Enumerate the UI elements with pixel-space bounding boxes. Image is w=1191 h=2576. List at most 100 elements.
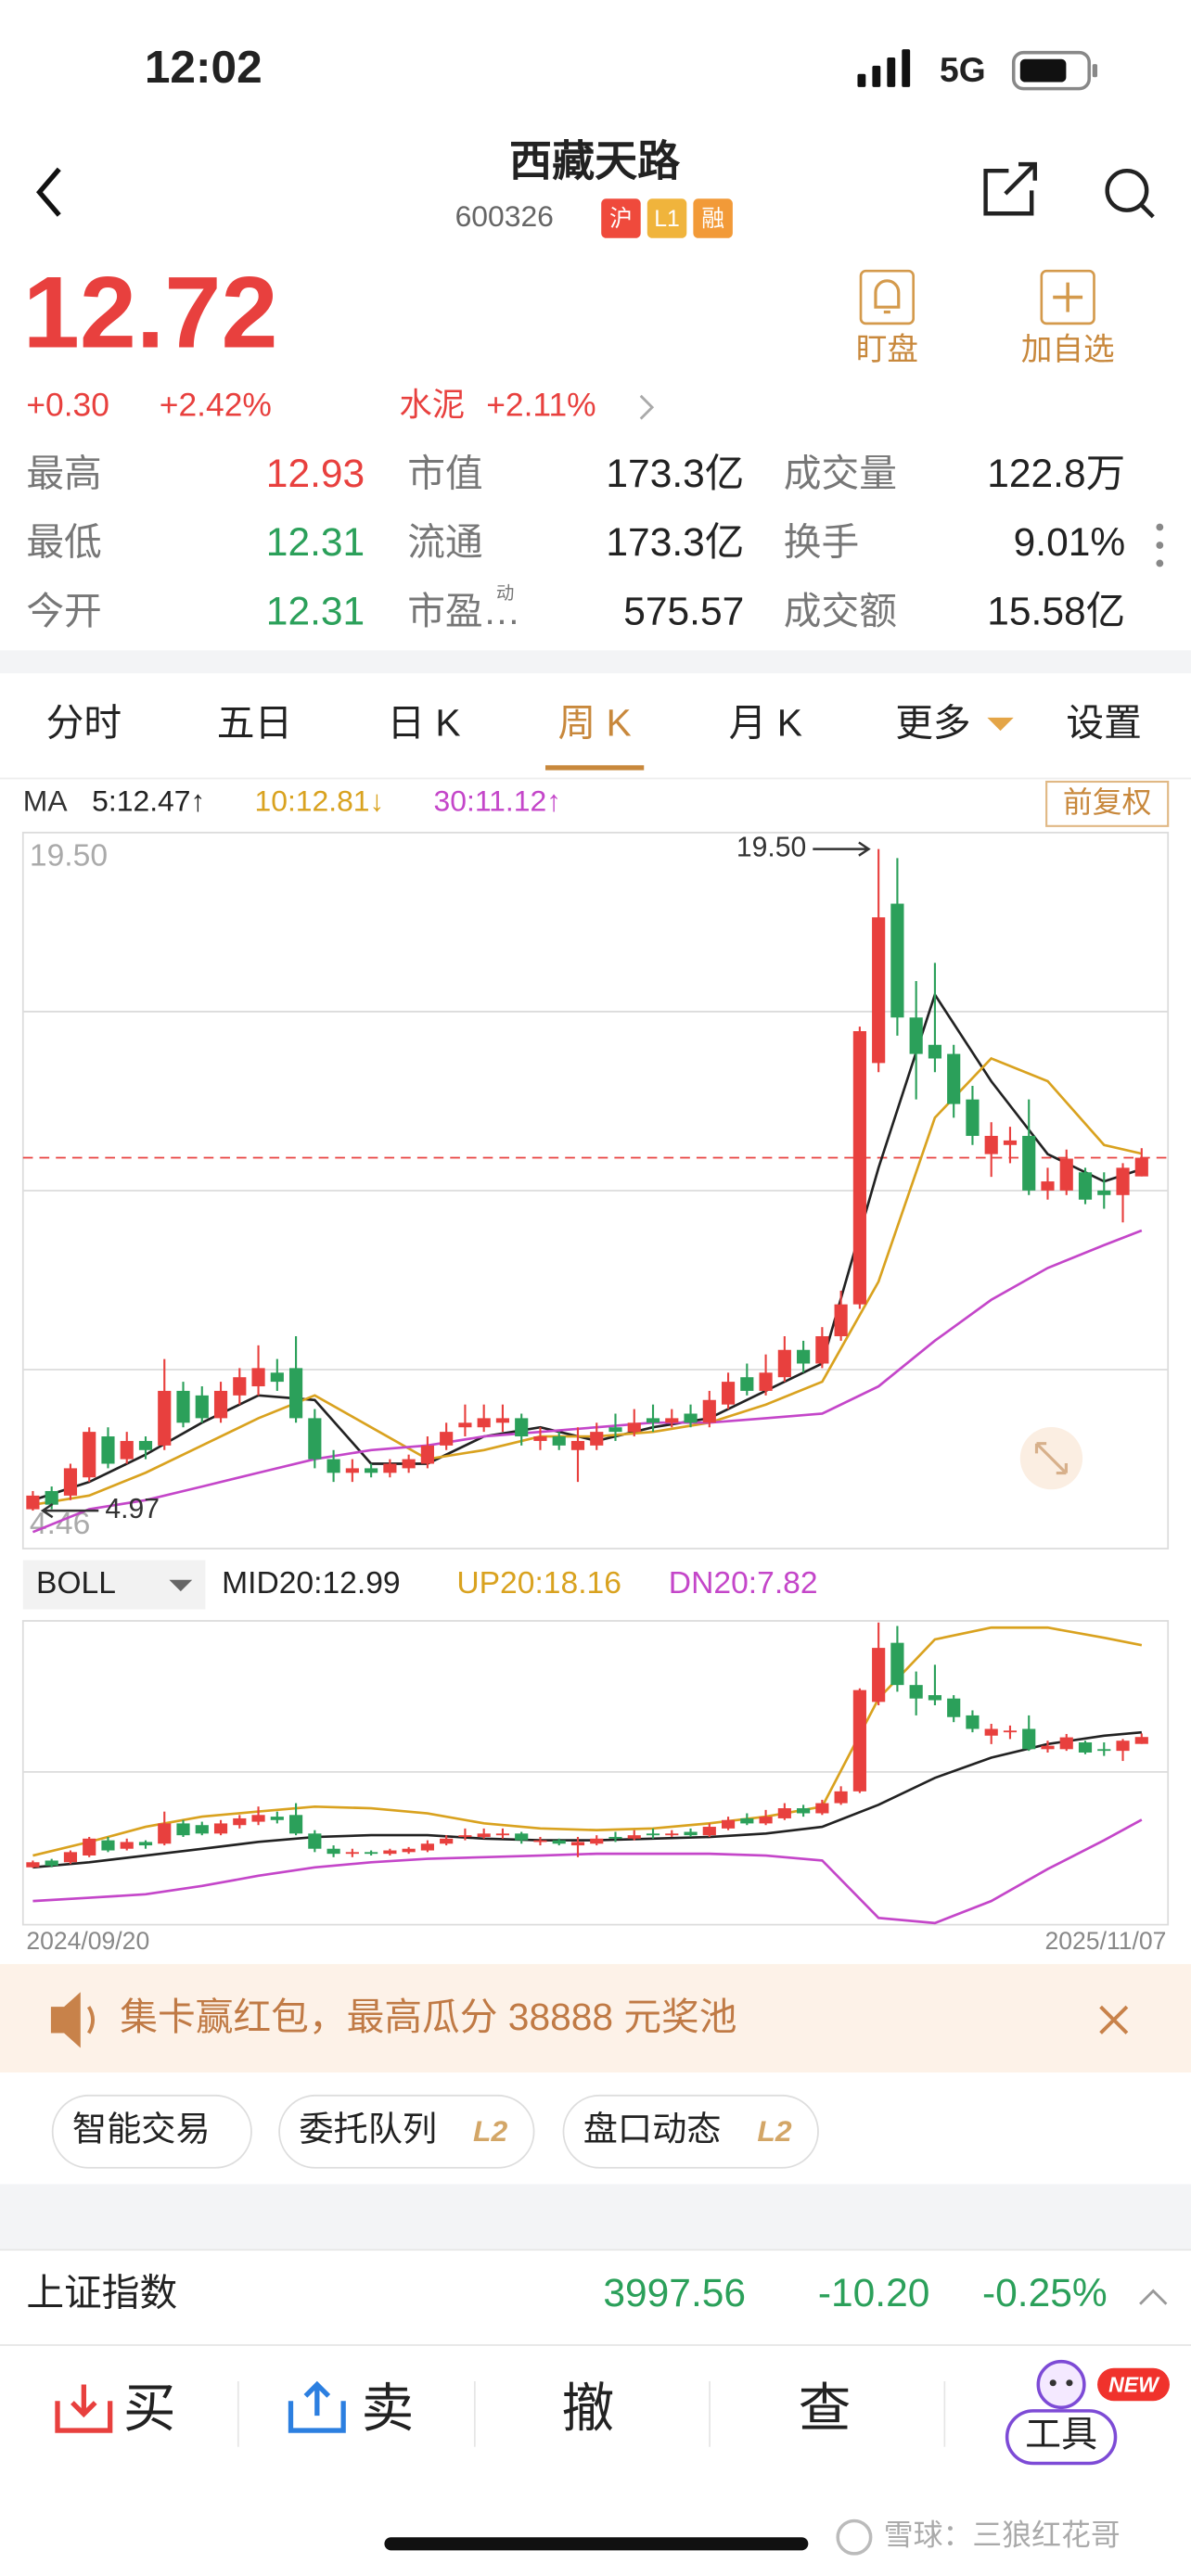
ma-legend: MA 5:12.47↑ 10:12.81↓ 30:11.12↑ (23, 784, 561, 817)
stat-value: 575.57 (623, 591, 744, 634)
buy-button[interactable]: 买 (55, 2380, 176, 2439)
candle-body (440, 1432, 454, 1446)
candle-body (1097, 1749, 1111, 1752)
candle-body (570, 1842, 585, 1846)
main-chart-frame (21, 832, 1170, 1549)
watch-button[interactable]: 盯盘 (856, 269, 918, 367)
indicator-label: BOLL (36, 1566, 116, 1600)
annotation-arrow (40, 1502, 99, 1519)
candle-body (120, 1842, 134, 1849)
candle-body (158, 1390, 172, 1446)
stock-code: 600326 (455, 199, 554, 233)
chip[interactable] (278, 2094, 535, 2169)
candle-body (26, 1862, 40, 1868)
candle-body (138, 1440, 153, 1450)
share-button[interactable] (983, 161, 1037, 216)
candle-body (777, 1349, 791, 1378)
period-tabs: 分时 五日 日 K 周 K 月 K 更多 设置 (46, 702, 1142, 771)
banner-close[interactable] (1099, 2005, 1129, 2034)
add-watchlist-label: 加自选 (1021, 332, 1115, 367)
period-tab[interactable]: 日 K (387, 702, 460, 745)
ma-label: MA (23, 784, 69, 817)
candle-body (1041, 1181, 1055, 1191)
add-watchlist-button[interactable]: 加自选 (1021, 269, 1115, 367)
stat-label: 流通 (407, 521, 482, 564)
annotation-label: 4.97 (105, 1494, 160, 1524)
candle-body (195, 1825, 209, 1834)
candle-body (327, 1848, 340, 1855)
period-tab[interactable]: 周 K (558, 702, 632, 745)
chip-label: 委托队列 (299, 2110, 437, 2149)
candle-body (365, 1852, 378, 1855)
candle-body (608, 1427, 622, 1433)
chip[interactable] (562, 2094, 819, 2169)
cancel-button[interactable]: 撤 (562, 2380, 615, 2439)
promo-banner[interactable] (0, 1964, 1191, 2073)
candle-body (966, 1099, 980, 1136)
candle-body (1003, 1140, 1018, 1145)
badge: 融 (701, 206, 724, 232)
candle-body (684, 1831, 698, 1836)
candle-body (176, 1823, 190, 1836)
period-tab[interactable]: 月 K (729, 702, 802, 745)
boll-chart-frame (21, 1620, 1170, 1926)
last-price: 12.72 (23, 256, 278, 369)
fullscreen-button[interactable] (1019, 1427, 1083, 1490)
expand-icon[interactable] (1139, 2289, 1168, 2305)
query-button[interactable]: 查 (799, 2380, 852, 2439)
candle-body (966, 1715, 980, 1729)
candle-body (270, 1817, 284, 1820)
period-tab[interactable]: 设置 (1066, 702, 1141, 745)
stat-value: 12.93 (266, 453, 365, 496)
stats-grid: 最高 12.93 市值 173.3亿 成交量 122.8万最低 12.31 流通 173.3亿换… (26, 452, 1125, 633)
candle-body (890, 903, 904, 1018)
candle-body (195, 1395, 209, 1419)
adjust-button[interactable]: 前复权 (1045, 780, 1170, 827)
candle-body (947, 1698, 961, 1717)
watermark: 雪球：三狼红花哥 (884, 2519, 1121, 2552)
period-tab[interactable]: 五日 (217, 702, 292, 745)
candle-body (383, 1463, 397, 1473)
start-date: 2024/09/20 (26, 1927, 149, 1955)
sector-link[interactable]: 水泥 +2.11% (399, 387, 655, 424)
more-dots[interactable] (1156, 523, 1164, 567)
candle-body (383, 1850, 397, 1855)
candle-body (1022, 1728, 1036, 1750)
index-bar[interactable] (0, 2250, 1191, 2345)
tools-button[interactable]: 工具 NEW (1005, 2359, 1170, 2466)
candle-body (308, 1418, 322, 1460)
candle-body (721, 1382, 736, 1405)
candle-body (1078, 1742, 1093, 1753)
indicator-select[interactable]: BOLL (22, 1560, 206, 1610)
back-button[interactable] (36, 167, 61, 217)
badge: 沪 (609, 206, 633, 232)
status-time: 12:02 (145, 41, 263, 93)
candle-body (984, 1135, 998, 1154)
indicator-line (32, 991, 1143, 1502)
candle-body (288, 1815, 303, 1834)
candle-body (552, 1840, 566, 1844)
period-tab[interactable]: 分时 (46, 702, 122, 745)
speaker-icon (50, 1992, 96, 2048)
chip[interactable] (51, 2094, 252, 2169)
candle-body (402, 1459, 416, 1469)
candle-body (477, 1833, 491, 1837)
candle-body (852, 1031, 866, 1305)
candle-body (777, 1808, 791, 1818)
search-button[interactable] (1105, 168, 1155, 219)
stat-value: 15.58亿 (987, 591, 1125, 634)
candle-body (101, 1436, 115, 1464)
boll-value: UP20:18.16 (456, 1566, 621, 1600)
badge-bg (647, 198, 687, 238)
chip-label: 盘口动态 (583, 2110, 722, 2149)
annotation-label: 19.50 (736, 833, 806, 863)
candle-body (1134, 1737, 1148, 1744)
candle-body (288, 1368, 303, 1419)
boll-value: MID20:12.99 (222, 1566, 401, 1600)
candle-body (1097, 1190, 1111, 1195)
period-tab[interactable]: 更多 (895, 702, 970, 745)
sell-button[interactable]: 卖 (288, 2380, 414, 2439)
candle-body (646, 1833, 660, 1836)
network-label: 5G (940, 50, 986, 89)
